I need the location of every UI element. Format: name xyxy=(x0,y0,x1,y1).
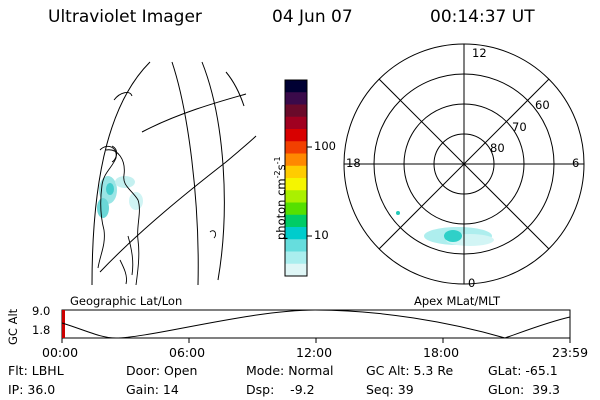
colorbar-stripe xyxy=(285,165,307,179)
mlat-label-70: 70 xyxy=(512,120,527,134)
colorbar-stripe xyxy=(285,104,307,118)
colorbar-tick-100: 100 xyxy=(314,139,336,153)
page-title: Ultraviolet Imager xyxy=(48,7,202,27)
colorbar-stripe xyxy=(285,80,307,93)
current-time-marker xyxy=(62,310,65,338)
colorbar-stripe xyxy=(285,239,307,252)
ip-value: IP: 36.0 xyxy=(8,382,56,397)
door-value: Door: Open xyxy=(126,363,198,378)
colorbar-stripe xyxy=(285,141,307,154)
gc-alt-value: GC Alt: 5.3 Re xyxy=(366,363,454,378)
colorbar-stripe xyxy=(285,153,307,167)
mlt-label-12: 12 xyxy=(472,46,487,60)
timeline-y-max: 9.0 xyxy=(32,304,51,318)
mlt-label-6: 6 xyxy=(572,156,580,170)
geographic-caption: Geographic Lat/Lon xyxy=(70,294,183,308)
colorbar-stripe xyxy=(285,202,307,216)
mlat-label-80: 80 xyxy=(490,141,505,155)
mode-value: Mode: Normal xyxy=(246,363,334,378)
time-tick-1200: 12:00 xyxy=(296,345,333,360)
filter-value: Flt: LBHL xyxy=(8,363,64,378)
aurora-emission-polar xyxy=(396,211,494,246)
colorbar-stripe xyxy=(285,190,307,203)
colorbar-tick-10: 10 xyxy=(314,228,329,242)
timeline-y-min: 1.8 xyxy=(32,323,51,337)
time-tick-1800: 18:00 xyxy=(423,345,460,360)
seq-value: Seq: 39 xyxy=(366,382,414,397)
mlt-label-18: 18 xyxy=(346,156,361,170)
dsp-value: Dsp: -9.2 xyxy=(246,382,315,397)
gain-value: Gain: 14 xyxy=(126,382,179,397)
time-tick-0000: 00:00 xyxy=(42,345,79,360)
time-tick-2359: 23:59 xyxy=(552,345,589,360)
colorbar-stripe xyxy=(285,178,307,191)
glat-value: GLat: -65.1 xyxy=(488,363,558,378)
colorbar-stripe xyxy=(285,129,307,142)
header-date: 04 Jun 07 xyxy=(272,7,353,27)
glon-value: GLon: 39.3 xyxy=(488,382,560,397)
mlat-label-60: 60 xyxy=(535,98,550,112)
apex-caption: Apex MLat/MLT xyxy=(414,294,501,308)
colorbar-stripe xyxy=(285,116,307,130)
header-time: 00:14:37 UT xyxy=(430,7,535,27)
mlt-label-0: 0 xyxy=(468,276,476,290)
colorbar-stripe xyxy=(285,227,307,240)
colorbar-stripe xyxy=(285,251,307,265)
colorbar-stripe xyxy=(285,263,307,277)
aurora-emission-geo xyxy=(97,176,143,218)
colorbar-stripe xyxy=(285,214,307,228)
colorbar-stripe xyxy=(285,92,307,105)
time-tick-0600: 06:00 xyxy=(169,345,206,360)
